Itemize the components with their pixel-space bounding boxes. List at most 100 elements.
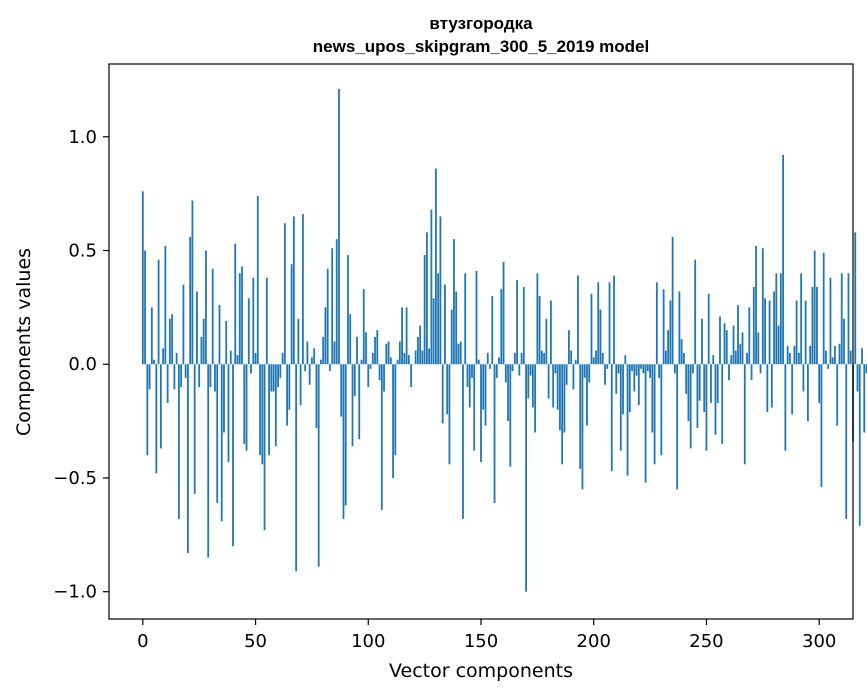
bar-164: [511, 364, 514, 372]
bar-131: [437, 273, 440, 365]
bar-278: [768, 300, 771, 365]
bar-162: [507, 364, 509, 422]
bar-234: [669, 300, 672, 365]
bar-205: [604, 364, 606, 385]
bar-240: [683, 352, 685, 365]
y-tick-label: −1.0: [53, 582, 97, 603]
bar-252: [710, 364, 712, 403]
bar-268: [746, 352, 748, 365]
bar-167: [518, 364, 521, 376]
bar-305: [829, 277, 832, 365]
bar-181: [549, 300, 552, 365]
bar-292: [800, 273, 803, 365]
bar-32: [214, 364, 216, 392]
bar-110: [389, 357, 392, 365]
bar-142: [462, 364, 464, 519]
bar-291: [797, 352, 800, 365]
bar-59: [274, 364, 277, 447]
bar-201: [595, 350, 597, 365]
bar-6: [155, 364, 158, 474]
bar-98: [362, 289, 365, 365]
bar-238: [678, 291, 681, 365]
bar-104: [376, 330, 379, 365]
bar-17: [180, 364, 183, 387]
bar-243: [689, 364, 692, 449]
bar-317: [856, 364, 859, 392]
bar-27: [202, 318, 205, 365]
bar-109: [387, 341, 390, 365]
bar-31: [211, 268, 214, 365]
bar-66: [290, 264, 293, 365]
x-tick-label: 200: [577, 631, 611, 652]
bar-284: [782, 154, 785, 365]
bar-168: [520, 352, 523, 365]
bar-225: [649, 364, 651, 378]
bar-221: [640, 364, 642, 369]
bar-310: [840, 273, 843, 365]
bar-316: [854, 232, 857, 365]
bar-173: [531, 364, 534, 408]
bar-206: [606, 364, 609, 369]
bar-10: [164, 245, 167, 365]
bar-146: [471, 364, 473, 378]
bar-77: [315, 364, 318, 428]
bar-187: [563, 364, 566, 433]
bar-300: [818, 364, 821, 403]
x-tick-label: 50: [244, 631, 267, 652]
bar-78: [317, 364, 320, 567]
bar-9: [162, 348, 165, 365]
bar-106: [380, 364, 383, 510]
bar-100: [367, 364, 370, 387]
bar-80: [322, 336, 325, 365]
bar-65: [288, 364, 291, 410]
bar-62: [281, 352, 284, 365]
bar-113: [396, 359, 399, 365]
bar-203: [599, 309, 602, 365]
bar-2: [146, 364, 149, 456]
bar-188: [565, 364, 568, 385]
bar-137: [450, 309, 453, 365]
bar-282: [777, 325, 780, 365]
bar-92: [349, 314, 352, 365]
bar-7: [157, 259, 160, 365]
bar-177: [540, 350, 543, 365]
bar-192: [574, 359, 577, 365]
bar-261: [730, 355, 733, 365]
bar-33: [216, 364, 219, 503]
bar-64: [286, 364, 289, 426]
bar-70: [299, 364, 302, 406]
bar-156: [493, 364, 496, 503]
bar-58: [272, 364, 275, 392]
bar-67: [292, 216, 295, 365]
bar-182: [552, 364, 555, 408]
bar-217: [631, 364, 633, 372]
bar-127: [428, 348, 431, 365]
bar-179: [545, 318, 548, 365]
bar-141: [459, 341, 462, 365]
bar-63: [283, 223, 286, 365]
bar-73: [306, 341, 309, 365]
bar-175: [536, 273, 539, 365]
bar-123: [419, 325, 422, 365]
bar-309: [838, 343, 841, 365]
bar-19: [184, 364, 187, 378]
bar-258: [723, 323, 726, 365]
bar-148: [475, 270, 478, 365]
bar-35: [220, 364, 223, 522]
bars-group: [141, 89, 867, 592]
bar-121: [414, 350, 417, 365]
bar-152: [484, 364, 487, 426]
bar-204: [601, 352, 604, 365]
bar-271: [752, 286, 755, 365]
bar-298: [813, 250, 816, 365]
bar-216: [628, 364, 631, 413]
bar-190: [570, 350, 573, 365]
bar-140: [457, 343, 460, 365]
bar-111: [392, 364, 394, 478]
bar-83: [329, 364, 331, 372]
bar-130: [435, 168, 437, 365]
bar-202: [597, 282, 600, 365]
bar-170: [525, 364, 527, 592]
bar-29: [207, 364, 210, 558]
bar-34: [218, 305, 221, 365]
